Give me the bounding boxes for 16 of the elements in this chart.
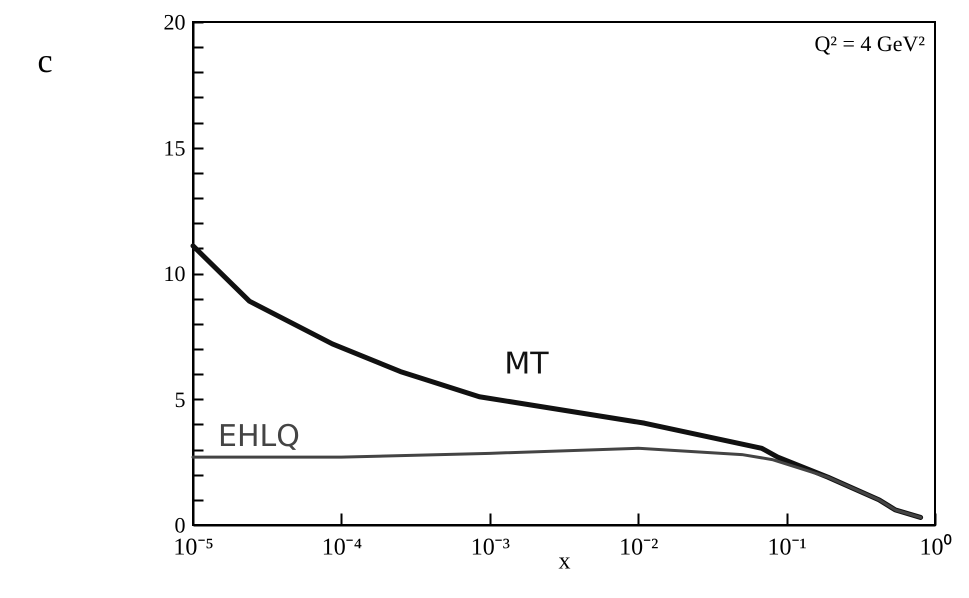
series-label: EHLQ xyxy=(218,419,300,454)
annotation: Q² = 4 GeV² xyxy=(814,31,926,56)
y-tick-label: 5 xyxy=(174,386,186,412)
series-label: MT xyxy=(504,346,550,382)
x-tick-label: 10⁻⁵ xyxy=(173,534,214,560)
x-axis-title: x xyxy=(558,548,570,574)
x-tick-label: 10⁻⁴ xyxy=(322,534,362,560)
y-tick-label: 15 xyxy=(164,135,186,160)
x-tick-label: 10⁻³ xyxy=(470,534,510,560)
x-tick-label: 10⁰ xyxy=(920,534,952,560)
x-tick-label: 10⁻¹ xyxy=(768,534,807,560)
y-tick-label: 20 xyxy=(164,10,186,34)
text: c xyxy=(37,43,53,80)
x-tick-label: 10⁻² xyxy=(619,534,658,560)
y-tick-label: 10 xyxy=(164,261,186,286)
y-tick-label: 0 xyxy=(174,512,186,538)
